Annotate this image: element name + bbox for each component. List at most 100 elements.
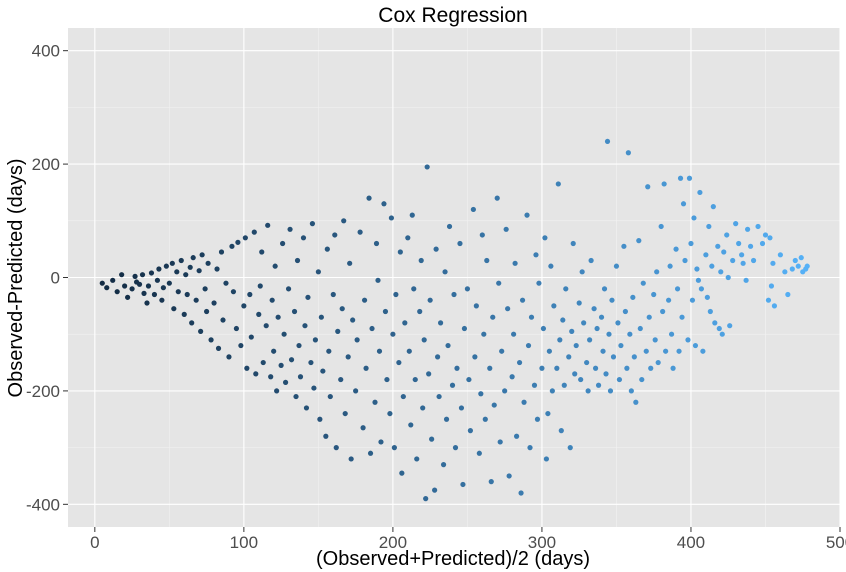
data-point	[621, 243, 627, 249]
data-point	[487, 365, 493, 371]
data-point	[260, 359, 266, 366]
data-point	[160, 285, 166, 291]
data-point	[566, 354, 572, 360]
data-point	[505, 306, 511, 312]
data-point	[622, 308, 628, 315]
data-point	[114, 289, 120, 295]
data-point	[531, 382, 538, 388]
data-point	[411, 286, 417, 292]
data-point	[549, 388, 555, 394]
data-point	[339, 306, 345, 312]
data-point	[472, 354, 478, 360]
x-tick-label: 400	[677, 533, 705, 552]
data-point	[730, 257, 736, 264]
x-tick-label: 300	[528, 533, 556, 552]
data-point	[490, 314, 496, 320]
data-point	[591, 306, 597, 312]
data-point	[274, 388, 280, 394]
data-point	[688, 240, 694, 247]
data-point	[347, 260, 353, 266]
data-point	[148, 270, 155, 276]
x-tick-label: 200	[379, 533, 407, 552]
data-point	[312, 337, 318, 343]
data-point	[384, 376, 390, 383]
data-point	[373, 240, 380, 247]
data-point	[603, 371, 609, 377]
data-point	[211, 300, 217, 306]
data-point	[666, 297, 672, 303]
data-point	[513, 433, 520, 439]
data-point	[198, 328, 204, 334]
data-point	[637, 325, 643, 332]
data-point	[338, 376, 344, 383]
data-point	[318, 314, 324, 320]
data-point	[205, 260, 211, 266]
data-point	[651, 291, 657, 298]
data-point	[755, 223, 761, 230]
data-point	[305, 294, 311, 300]
data-point	[330, 291, 336, 298]
data-point	[557, 337, 563, 343]
data-point	[327, 393, 333, 400]
data-point	[350, 317, 356, 323]
data-point	[461, 325, 468, 332]
data-point	[348, 456, 354, 462]
data-point	[628, 388, 634, 394]
data-point	[673, 246, 679, 252]
data-point	[151, 291, 158, 298]
data-point	[689, 297, 696, 303]
data-point	[502, 388, 508, 394]
data-point	[533, 252, 539, 258]
data-point	[499, 348, 505, 354]
data-point	[667, 263, 673, 269]
data-point	[739, 252, 745, 258]
data-point	[122, 283, 128, 289]
data-point	[587, 337, 593, 343]
data-point	[457, 240, 463, 247]
data-point	[214, 266, 220, 272]
data-point	[381, 201, 387, 207]
data-point	[488, 479, 494, 485]
data-point	[129, 286, 135, 292]
data-point	[402, 320, 408, 326]
data-point	[592, 365, 599, 371]
data-point	[516, 359, 523, 366]
data-point	[524, 212, 530, 218]
data-point	[716, 325, 722, 332]
data-point	[668, 331, 675, 337]
data-point	[767, 235, 773, 241]
data-point	[679, 314, 685, 320]
data-point	[473, 303, 479, 309]
data-point	[442, 269, 448, 275]
data-point	[558, 428, 564, 434]
data-point	[357, 229, 363, 235]
data-point	[400, 393, 406, 400]
data-point	[378, 439, 384, 445]
data-point	[569, 328, 575, 334]
data-point	[578, 376, 584, 383]
data-point	[727, 323, 733, 329]
data-point	[293, 393, 299, 400]
data-point	[652, 337, 658, 343]
data-point	[506, 473, 512, 479]
data-point	[226, 354, 232, 360]
data-point	[697, 189, 703, 196]
data-point	[563, 286, 569, 292]
data-point	[263, 323, 269, 329]
data-point	[154, 277, 161, 283]
data-point	[253, 371, 259, 377]
data-point	[251, 229, 257, 235]
data-point	[479, 232, 485, 238]
data-point	[715, 243, 721, 249]
data-point	[367, 450, 374, 456]
data-point	[768, 283, 775, 289]
data-point	[584, 359, 590, 366]
data-point	[366, 195, 372, 201]
data-point	[238, 342, 244, 349]
y-tick-label: 400	[32, 42, 60, 61]
data-point	[259, 249, 265, 255]
data-point	[595, 382, 602, 388]
data-point	[317, 416, 323, 422]
data-point	[777, 252, 783, 258]
data-point	[494, 195, 500, 201]
